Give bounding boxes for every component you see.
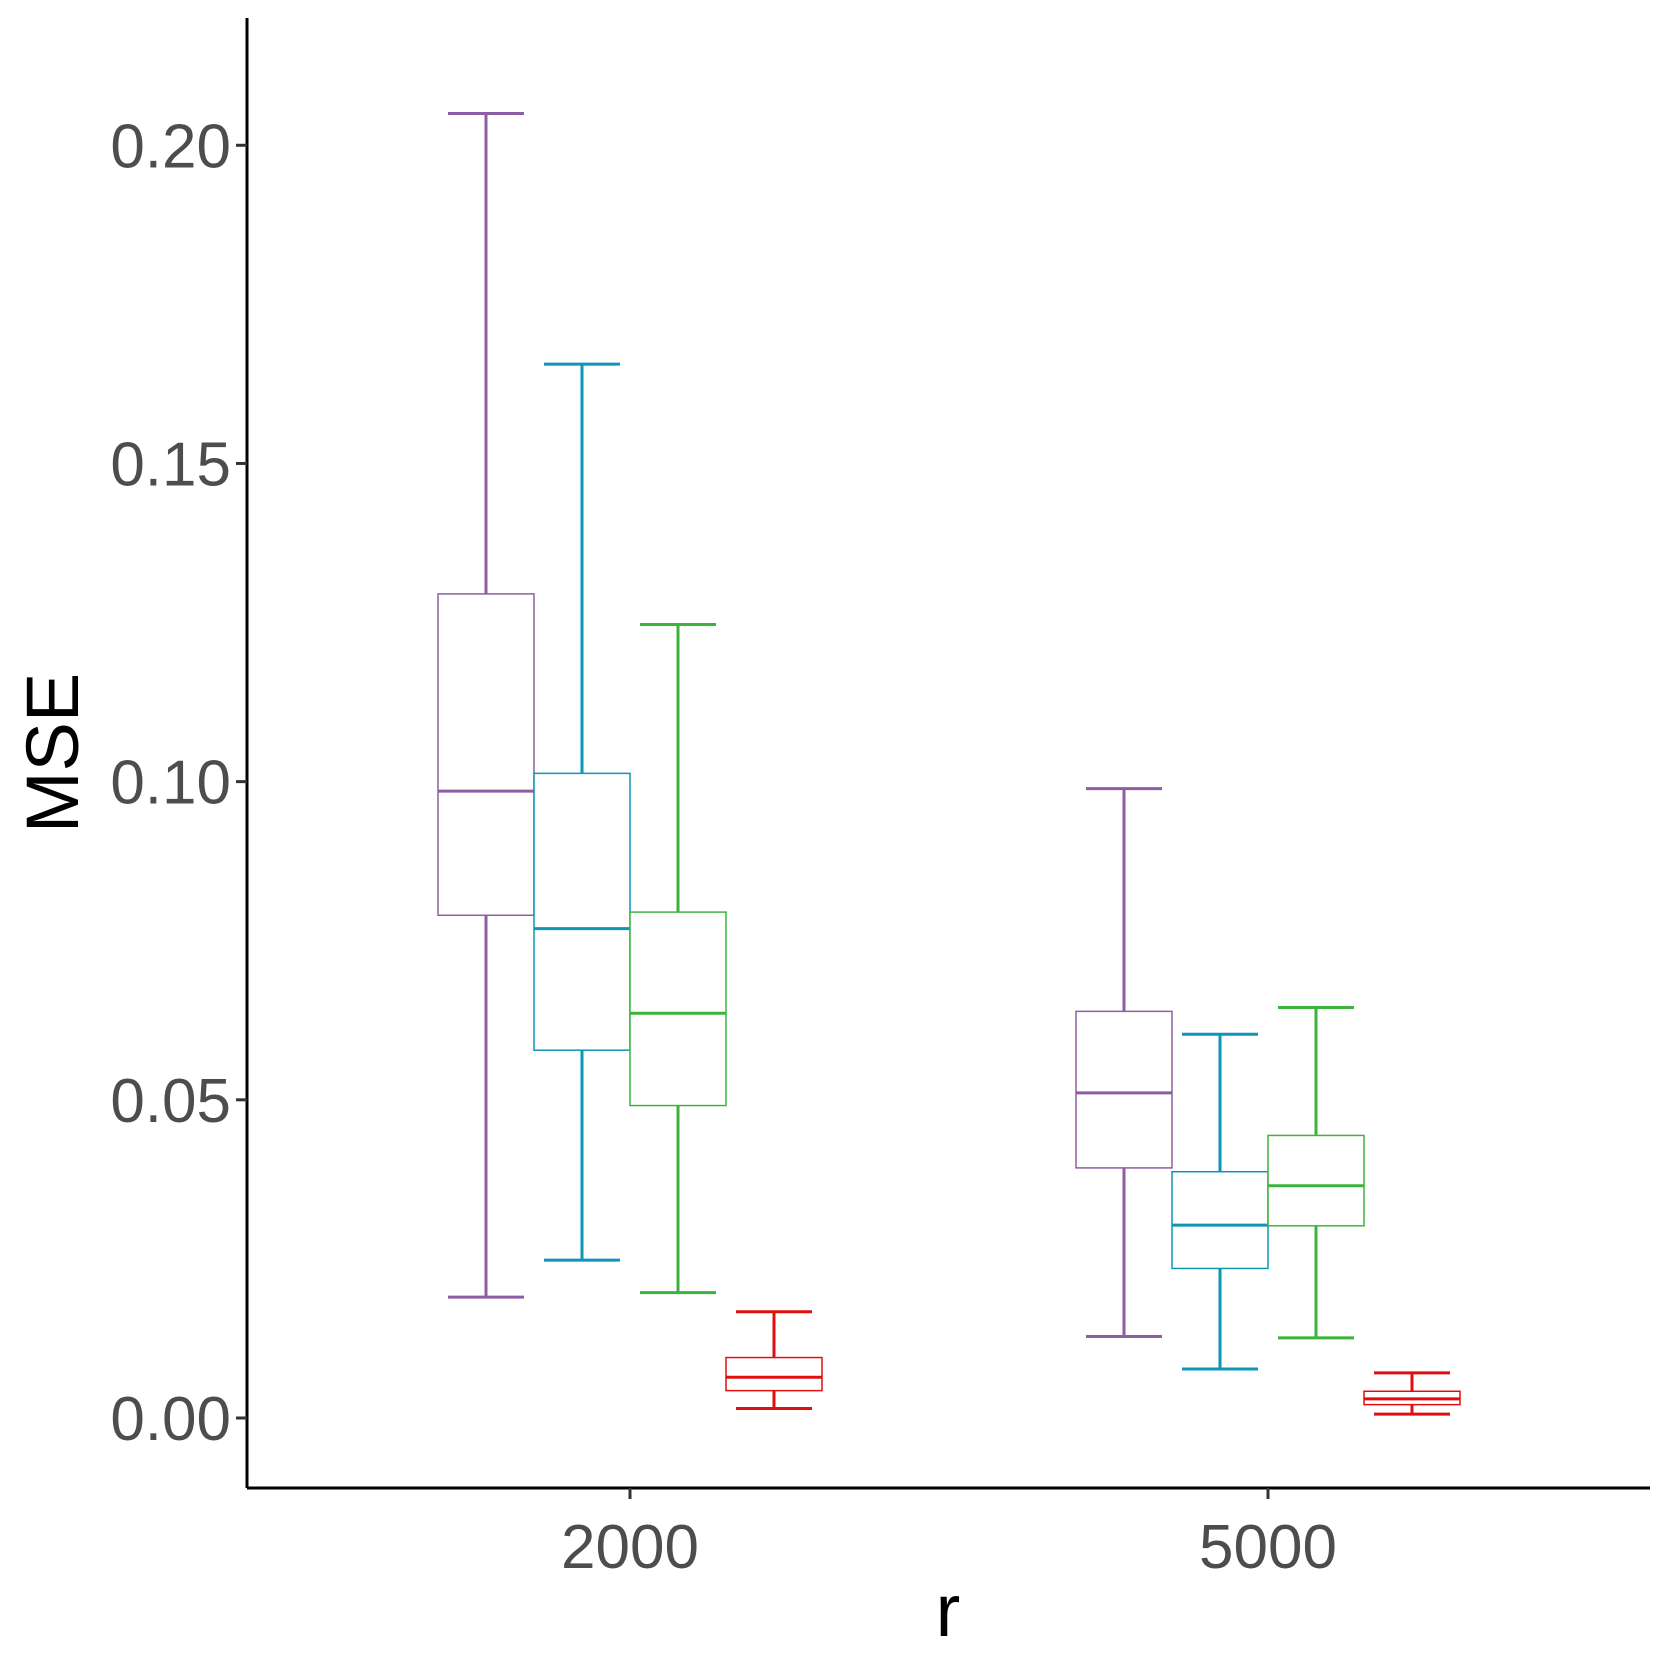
x-tick-label: 2000 — [561, 1513, 699, 1582]
boxplot-5000-series-2 — [1171, 1032, 1269, 1371]
y-tick-label: 0.15 — [110, 430, 231, 499]
y-tick-label: 0.05 — [110, 1067, 231, 1136]
box-layer — [437, 111, 1461, 1416]
iqr-box — [629, 911, 727, 1107]
y-tick-label: 0.00 — [110, 1385, 231, 1454]
x-axis-title: r — [936, 1569, 961, 1652]
boxplot-5000-series-3 — [1267, 1006, 1365, 1340]
y-tick-label: 0.20 — [110, 112, 231, 181]
y-axis-title: MSE — [11, 673, 94, 833]
boxplot-2000-series-2 — [533, 362, 631, 1262]
x-tick-label: 5000 — [1199, 1513, 1337, 1582]
boxplot-5000-series-1 — [1075, 787, 1173, 1339]
iqr-box — [533, 772, 631, 1051]
y-tick-label: 0.10 — [110, 749, 231, 818]
y-axis-ticks: 0.00 0.05 0.10 0.15 0.20 — [110, 112, 247, 1454]
boxplot-2000-series-3 — [629, 622, 727, 1295]
boxplot-5000-series-4 — [1363, 1371, 1461, 1416]
boxplot-2000-series-1 — [437, 111, 535, 1299]
iqr-box — [725, 1356, 823, 1392]
boxplot-2000-series-4 — [725, 1310, 823, 1410]
iqr-box — [1267, 1134, 1365, 1227]
iqr-box — [1171, 1170, 1269, 1270]
x-axis-ticks: 2000 5000 — [561, 1488, 1337, 1582]
iqr-box — [437, 593, 535, 917]
iqr-box — [1075, 1010, 1173, 1169]
